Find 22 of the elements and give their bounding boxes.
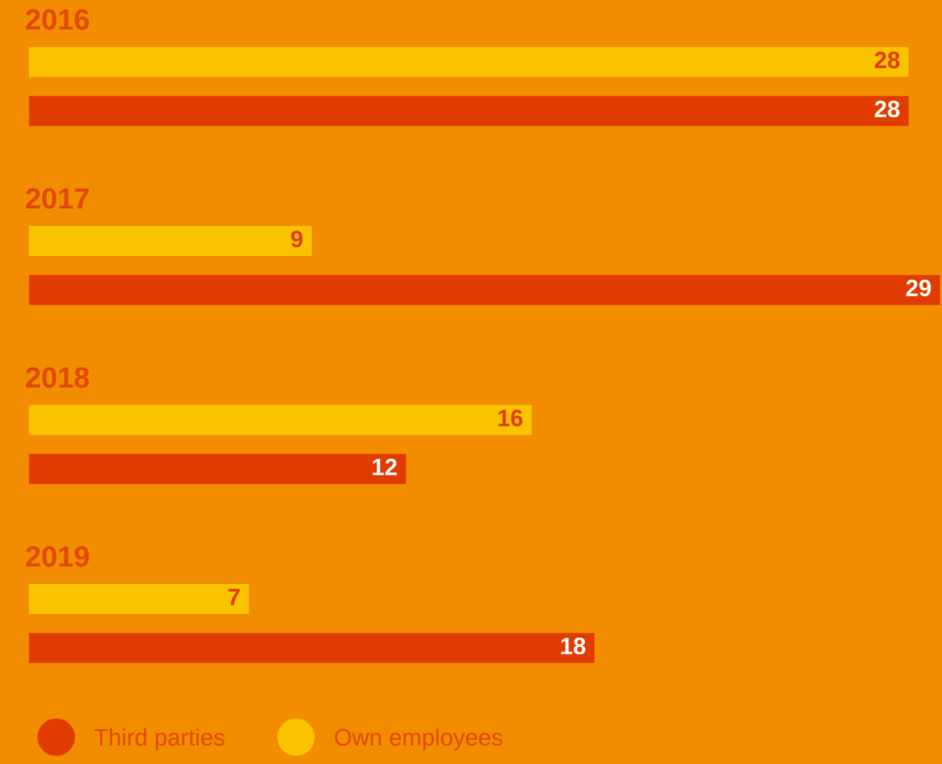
bar <box>29 47 909 77</box>
y-tick-label: 2018 <box>26 367 89 388</box>
data-label: 16 <box>498 410 522 426</box>
data-label: 12 <box>372 458 397 476</box>
data-label: 7 <box>228 588 240 606</box>
y-tick-label: 2019 <box>26 546 89 567</box>
bar <box>29 275 940 305</box>
data-label: 29 <box>906 280 931 296</box>
y-tick-label: 2017 <box>26 188 89 209</box>
data-label: 28 <box>874 52 900 68</box>
bar <box>29 226 312 256</box>
y-tick-label: 2016 <box>26 9 89 30</box>
legend-label: Third parties <box>94 728 224 750</box>
legend-label: Own employees <box>334 728 502 750</box>
data-label: 28 <box>874 100 900 118</box>
data-label: 18 <box>561 638 586 654</box>
bar <box>29 96 909 126</box>
bar <box>29 405 532 435</box>
data-label: 9 <box>291 230 303 248</box>
bar <box>29 454 406 484</box>
bar <box>29 633 594 663</box>
bar <box>29 584 249 614</box>
